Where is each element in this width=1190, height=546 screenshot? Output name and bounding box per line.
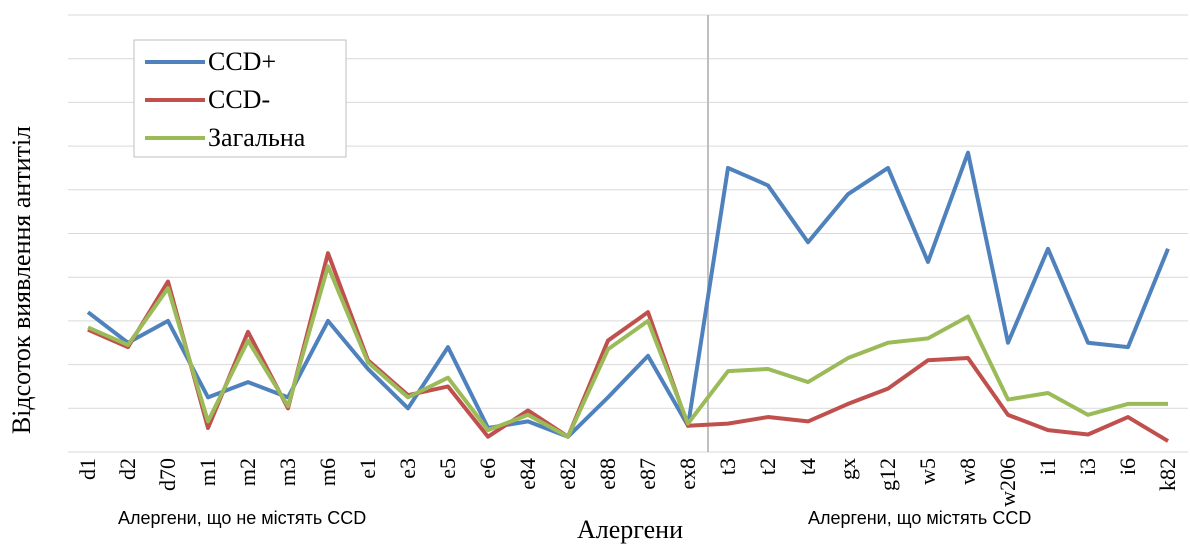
annotation: Алергени, що містять CCD bbox=[808, 508, 1031, 528]
x-tick-label: t2 bbox=[755, 458, 780, 475]
x-tick-label: e84 bbox=[515, 458, 540, 490]
x-tick-label: m2 bbox=[235, 458, 260, 486]
x-tick-label: g12 bbox=[875, 458, 900, 491]
x-axis-title: Алергени bbox=[577, 515, 683, 544]
legend-label: CCD+ bbox=[208, 47, 276, 76]
annotation: Алергени, що не містять CCD bbox=[118, 508, 366, 528]
line-series bbox=[87, 264, 1168, 439]
x-tick-label: i1 bbox=[1035, 458, 1060, 475]
x-tick-label: i6 bbox=[1115, 458, 1140, 475]
x-tick-label: e6 bbox=[475, 458, 500, 479]
x-tick-label: e88 bbox=[595, 458, 620, 490]
x-tick-label: d70 bbox=[155, 458, 180, 491]
x-tick-label: t4 bbox=[795, 458, 820, 475]
x-tick-label: w8 bbox=[955, 458, 980, 485]
x-tick-label: e3 bbox=[395, 458, 420, 479]
y-axis-title: Відсоток виявлення антитіл bbox=[7, 126, 36, 434]
x-tick-label: e87 bbox=[635, 458, 660, 490]
x-tick-label: w5 bbox=[915, 458, 940, 485]
x-tick-label: m3 bbox=[275, 458, 300, 486]
x-tick-label: m1 bbox=[195, 458, 220, 486]
line-series bbox=[86, 150, 1170, 439]
x-tick-label: m6 bbox=[315, 458, 340, 486]
x-tick-label: e82 bbox=[555, 458, 580, 490]
x-tick-label: d1 bbox=[75, 458, 100, 480]
x-tick-label: d2 bbox=[115, 458, 140, 480]
x-tick-label: ex8 bbox=[675, 458, 700, 490]
x-tick-label: t3 bbox=[715, 458, 740, 475]
x-tick-label: k82 bbox=[1155, 458, 1180, 491]
legend-label: CCD- bbox=[208, 85, 270, 114]
legend-label: Загальна bbox=[208, 123, 306, 152]
x-tick-label: e1 bbox=[355, 458, 380, 479]
x-tick-label: i3 bbox=[1075, 458, 1100, 475]
x-tick-label: e5 bbox=[435, 458, 460, 479]
x-tick-label: gx bbox=[835, 458, 860, 480]
x-tick-label: w206 bbox=[995, 458, 1020, 507]
